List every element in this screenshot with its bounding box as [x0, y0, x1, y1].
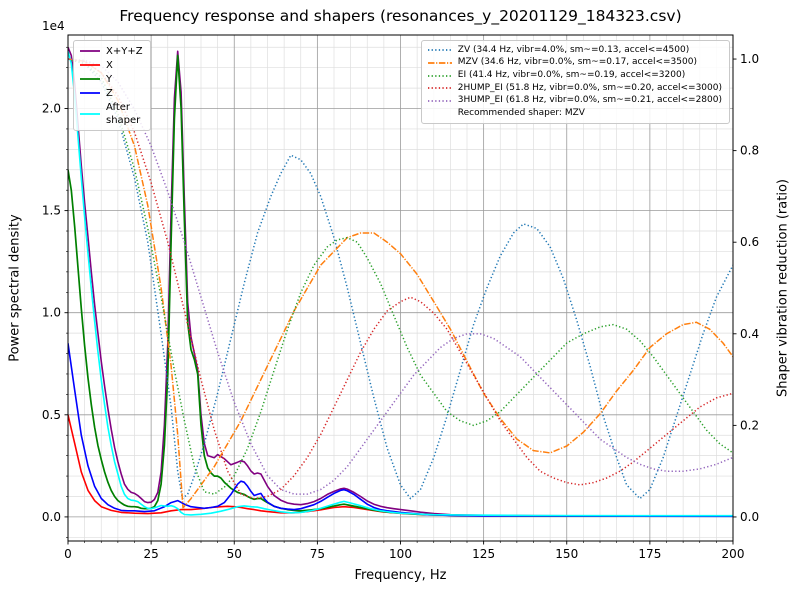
legend-label: Y	[106, 73, 113, 85]
legend-swatch-solid-line	[80, 112, 100, 115]
recommended-shaper-note: Recommended shaper: MZV	[457, 108, 585, 119]
legend-item: Y	[79, 72, 143, 86]
series-2hump_ei	[68, 58, 733, 500]
x-tick-label: 200	[722, 547, 745, 561]
x-tick-label: 25	[143, 547, 158, 561]
series-mzv	[68, 58, 733, 509]
y-axis-offset-text: 1e4	[42, 19, 65, 33]
legend-label: Z	[106, 87, 113, 99]
y-left-tick-label: 2.0	[42, 102, 61, 116]
series-3hump_ei	[68, 58, 733, 495]
legend-item: MZV (34.6 Hz, vibr=0.0%, sm~=0.17, accel…	[427, 57, 722, 70]
series-x+y+z	[68, 46, 733, 517]
series-curves	[68, 46, 733, 518]
y-right-tick-label: 0.0	[740, 510, 759, 524]
y-right-tick-label: 1.0	[740, 52, 759, 66]
x-axis-label: Frequency, Hz	[354, 568, 447, 583]
series-y	[68, 54, 733, 517]
legend-label: ZV (34.4 Hz, vibr=4.0%, sm~=0.13, accel<…	[457, 44, 690, 55]
legend-label: 3HUMP_EI (61.8 Hz, vibr=0.0%, sm~=0.21, …	[457, 95, 722, 106]
legend-swatch-dotted-line	[427, 87, 452, 90]
x-tick-label: 150	[555, 547, 578, 561]
x-tick-label: 0	[64, 547, 72, 561]
legend-label: X	[106, 59, 113, 71]
legend-swatch-dotted-line	[427, 74, 452, 77]
y-axis-label-right: Shaper vibration reduction (ratio)	[775, 179, 791, 397]
y-left-tick-label: 1.0	[42, 306, 61, 320]
x-tick-label: 175	[638, 547, 661, 561]
series-after-shaper	[68, 51, 733, 517]
chart-title: Frequency response and shapers (resonanc…	[119, 7, 682, 25]
series-ei	[68, 58, 733, 495]
legend-label: 2HUMP_EI (51.8 Hz, vibr=0.0%, sm~=0.20, …	[457, 82, 722, 93]
legend-label: After shaper	[106, 101, 141, 126]
y-right-tick-label: 0.6	[740, 235, 759, 249]
legend-label: X+Y+Z	[106, 45, 143, 57]
y-right-tick-label: 0.4	[740, 327, 759, 341]
legend-item: After shaper	[79, 100, 143, 127]
y-left-tick-label: 0.0	[42, 510, 61, 524]
y-left-tick-label: 0.5	[42, 408, 61, 422]
legend-swatch-dashdot-line	[427, 62, 452, 64]
x-tick-label: 50	[227, 547, 242, 561]
x-tick-label: 75	[310, 547, 325, 561]
x-tick-label: 100	[389, 547, 412, 561]
axis-ticks: 0 25 50 75 100 125 150 175 200 0.0 0.5 1.0 1.5 2.0 0.0…	[42, 46, 759, 561]
legend-swatch-dotted-line	[427, 100, 452, 102]
series-z	[68, 343, 733, 518]
legend-item: Z	[79, 86, 143, 100]
legend-label: MZV (34.6 Hz, vibr=0.0%, sm~=0.17, accel…	[457, 57, 697, 68]
y-right-tick-label: 0.8	[740, 144, 759, 158]
legend-swatch-solid-line	[80, 78, 100, 80]
legend-item: ZV (34.4 Hz, vibr=4.0%, sm~=0.13, accel<…	[427, 44, 722, 57]
shaper-legend: ZV (34.4 Hz, vibr=4.0%, sm~=0.13, accel<…	[420, 40, 730, 125]
y-right-tick-label: 0.2	[740, 418, 759, 432]
legend-swatch-solid-line	[80, 50, 100, 52]
legend-item: 3HUMP_EI (61.8 Hz, vibr=0.0%, sm~=0.21, …	[427, 95, 722, 108]
legend-item: X	[79, 58, 143, 72]
legend-swatch-solid-line	[80, 64, 100, 66]
y-left-tick-label: 1.5	[42, 204, 61, 218]
legend-item: X+Y+Z	[79, 44, 143, 58]
legend-item: EI (41.4 Hz, vibr=0.0%, sm~=0.19, accel<…	[427, 69, 722, 82]
y-axis-label-left: Power spectral density	[7, 214, 23, 362]
legend-label: EI (41.4 Hz, vibr=0.0%, sm~=0.19, accel<…	[457, 69, 686, 80]
legend-item: 2HUMP_EI (51.8 Hz, vibr=0.0%, sm~=0.20, …	[427, 82, 722, 95]
x-tick-label: 125	[472, 547, 495, 561]
psd-legend: X+Y+Z X Y Z After shaper	[73, 40, 151, 131]
legend-swatch-solid-line	[80, 92, 100, 94]
legend-swatch-dotted-line	[427, 49, 452, 52]
